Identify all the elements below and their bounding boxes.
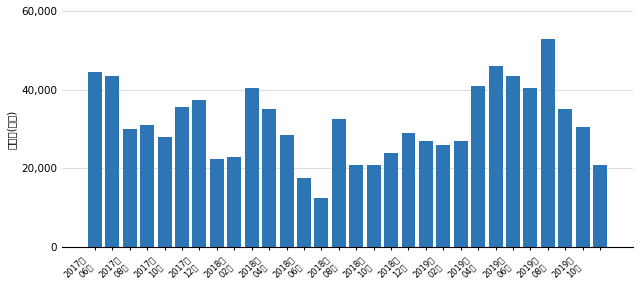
Bar — [332, 119, 346, 247]
Bar — [471, 86, 485, 247]
Bar — [106, 76, 119, 247]
Bar — [262, 109, 276, 247]
Bar — [210, 159, 224, 247]
Bar — [436, 145, 451, 247]
Bar — [193, 100, 206, 247]
Bar — [488, 66, 502, 247]
Bar — [123, 129, 137, 247]
Bar — [593, 165, 607, 247]
Bar — [558, 109, 572, 247]
Bar — [280, 135, 294, 247]
Bar — [541, 39, 555, 247]
Bar — [157, 137, 172, 247]
Bar — [140, 125, 154, 247]
Bar — [314, 198, 328, 247]
Bar — [524, 88, 538, 247]
Bar — [244, 88, 259, 247]
Bar — [384, 153, 398, 247]
Bar — [401, 133, 415, 247]
Bar — [227, 157, 241, 247]
Bar — [454, 141, 468, 247]
Bar — [349, 165, 363, 247]
Bar — [175, 107, 189, 247]
Bar — [506, 76, 520, 247]
Bar — [88, 72, 102, 247]
Bar — [367, 165, 381, 247]
Bar — [576, 127, 589, 247]
Bar — [419, 141, 433, 247]
Bar — [297, 178, 311, 247]
Y-axis label: 거래량(건수): 거래량(건수) — [7, 109, 17, 149]
